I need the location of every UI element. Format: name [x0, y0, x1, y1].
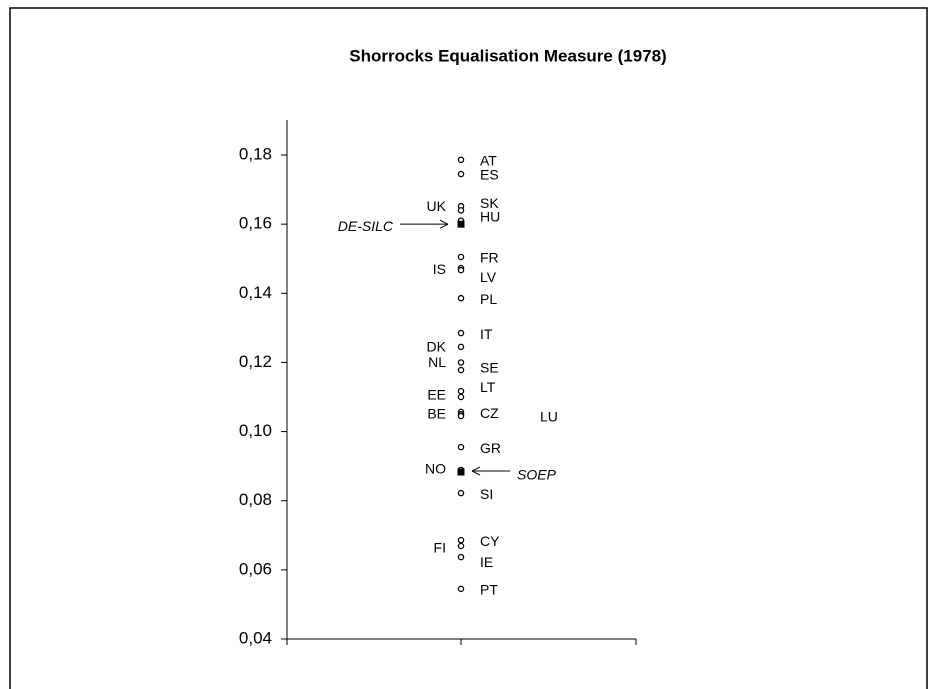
point-label: FI	[434, 540, 446, 556]
y-tick-label: 0,08	[239, 490, 272, 509]
point	[457, 329, 465, 337]
point-label: UK	[427, 198, 447, 214]
point	[457, 387, 465, 395]
point	[457, 489, 465, 497]
point-label: FR	[480, 250, 499, 266]
arrowhead	[471, 466, 481, 476]
point-label: SE	[480, 360, 499, 376]
point-label: ES	[480, 167, 499, 183]
point	[457, 359, 465, 366]
point-label: PT	[480, 582, 498, 598]
point	[457, 536, 465, 544]
point-label: IE	[480, 554, 493, 570]
point	[457, 393, 465, 401]
point-label: BE	[427, 406, 446, 422]
point-label: LV	[480, 269, 497, 285]
point	[457, 156, 465, 164]
point-label: EE	[427, 387, 446, 403]
point-label: NL	[428, 354, 446, 370]
y-tick-label: 0,04	[239, 628, 272, 647]
point	[457, 542, 465, 550]
point	[457, 553, 465, 561]
point-label: CZ	[480, 405, 499, 421]
frame	[9, 7, 928, 689]
point-square	[457, 220, 465, 228]
point	[457, 412, 465, 420]
point	[457, 343, 465, 351]
point-label: HU	[480, 208, 500, 224]
point-label: LU	[540, 409, 558, 425]
point-label: AT	[480, 153, 497, 169]
arrowhead	[439, 219, 449, 229]
point	[457, 207, 465, 214]
point	[457, 266, 465, 274]
y-tick-label: 0,14	[239, 283, 272, 302]
y-tick-label: 0,12	[239, 352, 272, 371]
chart-title: Shorrocks Equalisation Measure (1978)	[349, 46, 666, 65]
y-tick-label: 0,06	[239, 559, 272, 578]
point	[457, 585, 465, 593]
point	[457, 253, 465, 261]
y-tick-label: 0,10	[239, 421, 272, 440]
point-square	[457, 468, 465, 476]
annotation: SOEP	[517, 467, 557, 483]
point	[457, 294, 465, 302]
point	[457, 170, 465, 178]
point-label: CY	[480, 533, 500, 549]
point-label: IS	[433, 261, 446, 277]
y-tick-label: 0,18	[239, 145, 272, 164]
point-label: SK	[480, 195, 499, 211]
y-tick-label: 0,16	[239, 214, 272, 233]
point-label: SI	[480, 486, 493, 502]
point-label: GR	[480, 440, 501, 456]
point-label: IT	[480, 326, 493, 342]
point-label: NO	[425, 461, 446, 477]
point	[457, 366, 465, 374]
point-label: PL	[480, 291, 497, 307]
annotation: DE-SILC	[338, 218, 394, 234]
point-label: LT	[480, 379, 496, 395]
point	[457, 443, 465, 451]
point-label: DK	[427, 339, 447, 355]
